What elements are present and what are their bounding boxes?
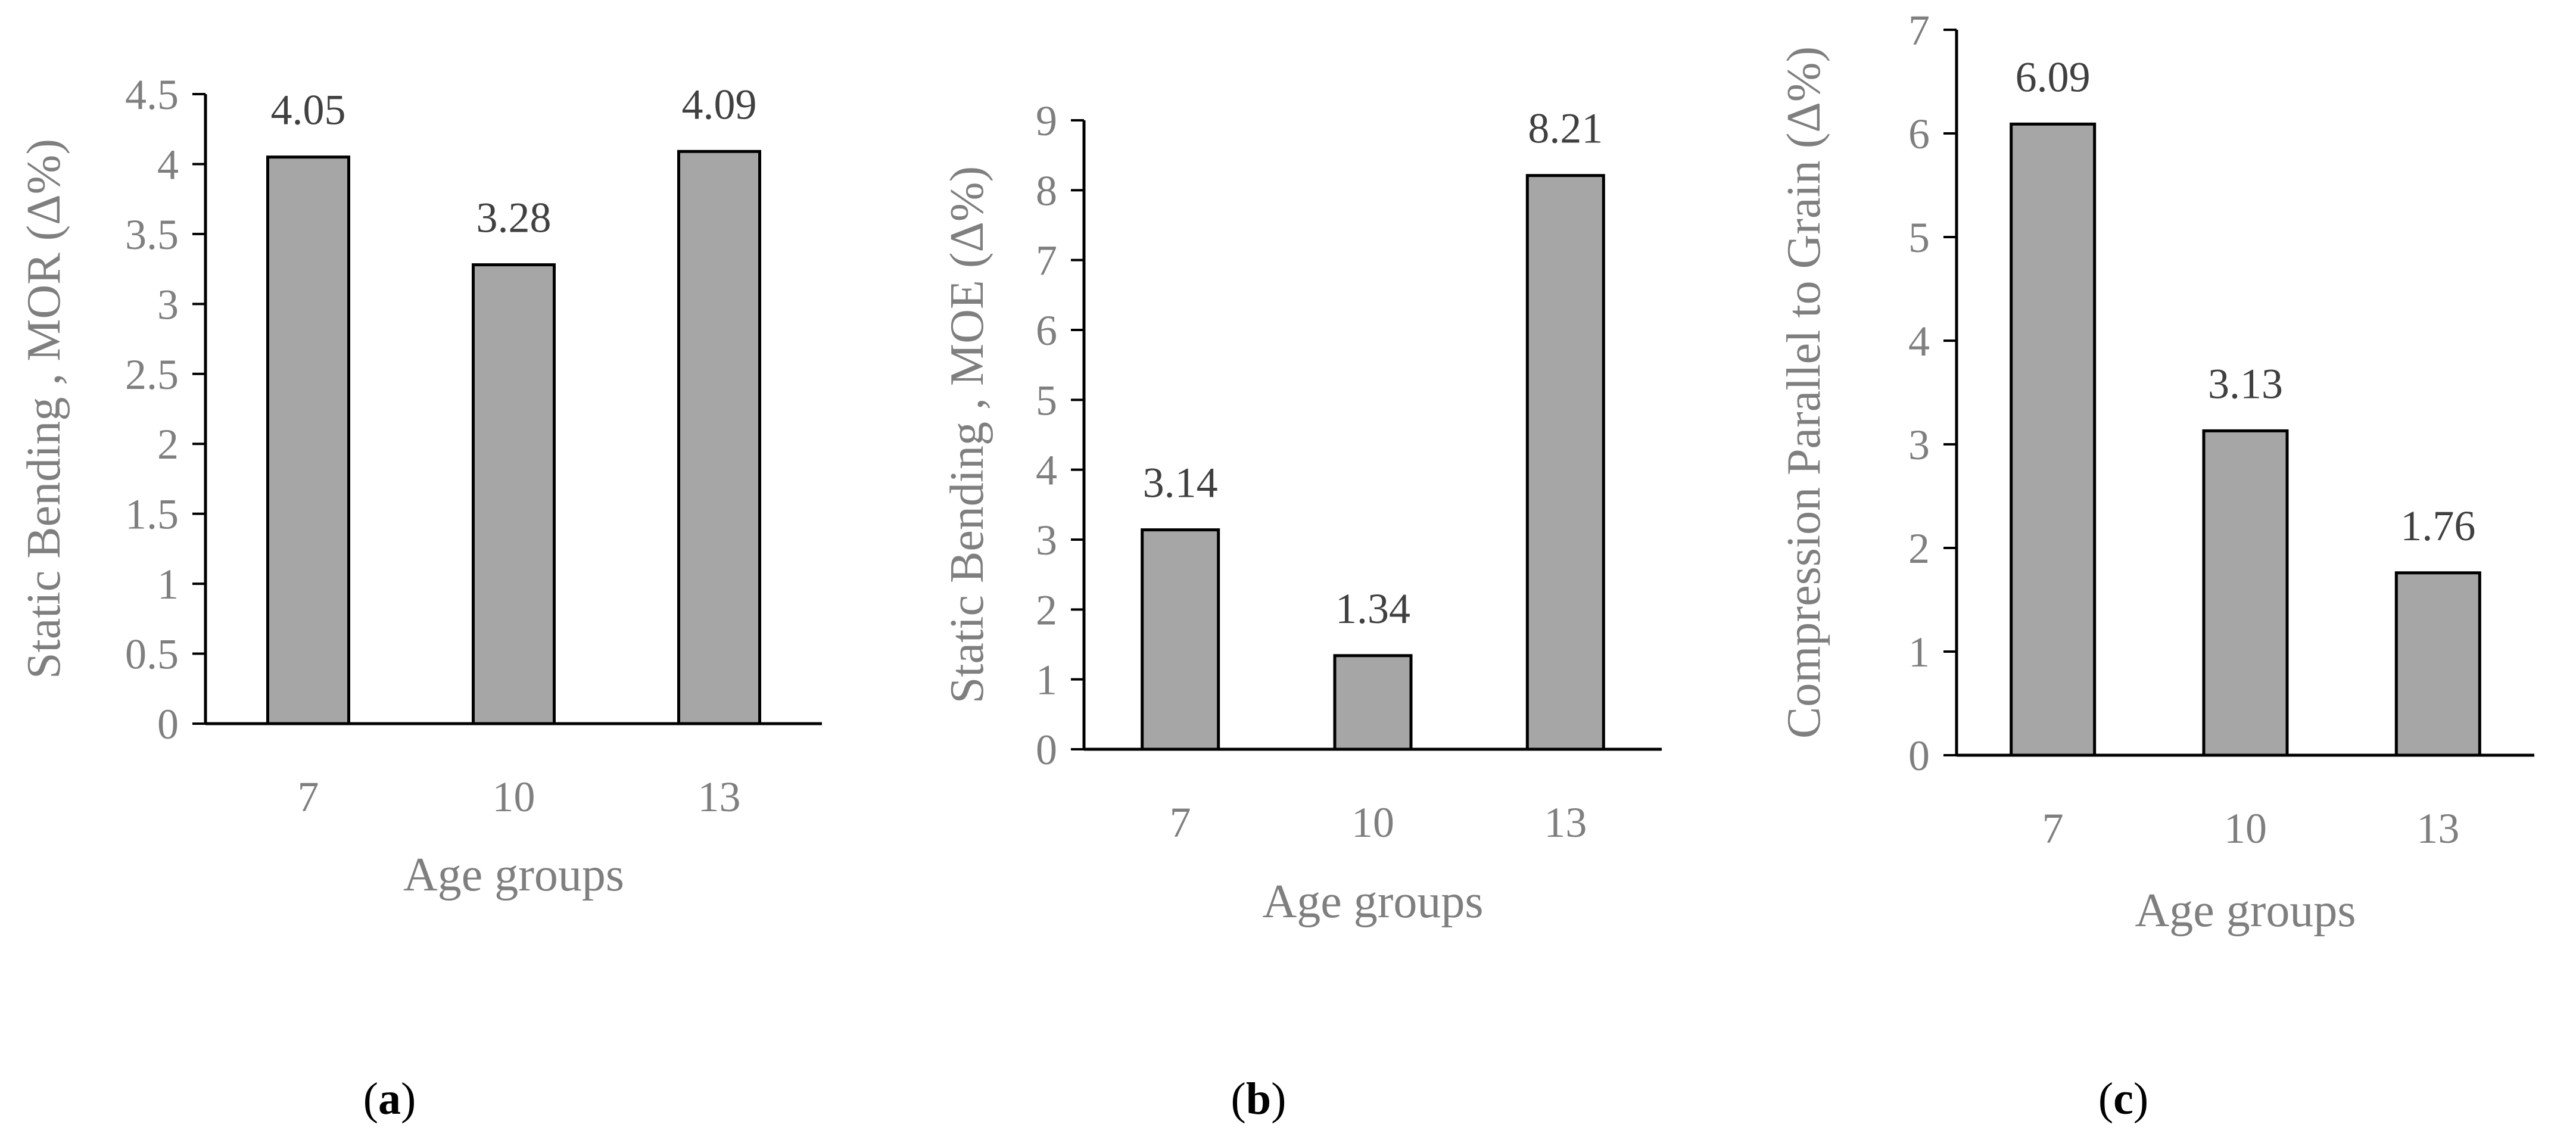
data-label: 4.09 (682, 80, 757, 128)
y-tick-label: 3 (1036, 516, 1057, 564)
x-tick-label: 13 (1544, 799, 1587, 846)
bar-13 (2394, 571, 2481, 757)
y-tick-label: 0.5 (125, 631, 179, 678)
y-tick-label: 6 (1908, 110, 1930, 158)
x-tick-label: 13 (2416, 805, 2459, 852)
bar-13 (677, 149, 761, 725)
data-label: 4.05 (271, 86, 346, 134)
x-axis-title: Age groups (1262, 876, 1483, 928)
y-tick-label: 6 (1036, 307, 1057, 354)
panel-label: (b) (1231, 1074, 1287, 1124)
y-axis-title: Static Bending , MOR (Δ%) (18, 139, 70, 679)
y-tick-label: 4 (1036, 447, 1057, 494)
y-tick-label: 2 (1036, 586, 1057, 634)
x-axis-title: Age groups (403, 849, 624, 901)
bar-10 (2202, 429, 2289, 757)
y-tick-label: 4 (157, 141, 179, 188)
bar-7 (266, 155, 350, 725)
y-tick-label: 7 (1908, 7, 1930, 54)
y-tick-label: 4.5 (125, 71, 179, 119)
y-tick-label: 0 (157, 700, 179, 748)
data-label: 1.34 (1335, 585, 1410, 633)
y-tick-label: 3.5 (125, 211, 179, 258)
y-tick-label: 1 (157, 560, 179, 608)
panel-label: (a) (363, 1074, 416, 1124)
y-tick-label: 0 (1908, 732, 1930, 780)
chart-panel-b: 0 1 2 3 4 5 6 7 8 9 3.14 7 1.34 10 8.21 13 Age groups Sta… (941, 97, 1662, 1124)
y-axis-title: Static Bending , MOE (Δ%) (941, 166, 993, 703)
panel-label-letter: a (378, 1074, 401, 1124)
bar-10 (1333, 654, 1413, 751)
x-tick-label: 13 (698, 773, 741, 821)
y-tick-label: 5 (1908, 214, 1930, 261)
data-label: 3.28 (476, 194, 552, 242)
bar-7 (2010, 122, 2097, 757)
y-tick-label: 4 (1908, 317, 1930, 365)
data-label: 3.14 (1143, 459, 1218, 507)
x-tick-label: 7 (2042, 805, 2064, 852)
y-tick-label: 3 (157, 281, 179, 328)
bar-7 (1141, 528, 1220, 751)
y-tick-label: 0 (1036, 726, 1057, 774)
y-tick-label: 2.5 (125, 351, 179, 398)
chart-panel-c: 0 1 2 3 4 5 6 7 6.09 7 3.13 10 1.76 13 Age groups Compr… (1778, 7, 2534, 1124)
y-tick-label: 8 (1036, 167, 1057, 214)
bar-13 (1525, 174, 1605, 751)
x-tick-label: 10 (1351, 799, 1394, 846)
data-label: 8.21 (1528, 105, 1603, 152)
x-tick-label: 10 (2224, 805, 2267, 852)
y-tick-label: 7 (1036, 237, 1057, 285)
x-tick-label: 7 (1170, 799, 1191, 846)
y-tick-label: 3 (1908, 421, 1930, 469)
y-tick-label: 5 (1036, 376, 1057, 424)
x-tick-label: 10 (493, 773, 535, 821)
panel-label-letter: b (1246, 1074, 1271, 1124)
x-tick-label: 7 (298, 773, 319, 821)
y-tick-label: 1 (1036, 656, 1057, 704)
data-label: 3.13 (2208, 360, 2283, 407)
x-axis-title: Age groups (2135, 884, 2356, 937)
bar-10 (472, 263, 556, 725)
chart-panel-a: 0 0.5 1 1.5 2 2.5 3 3.5 4 4.5 4.05 7 3.28 10 4.09 13 Age… (18, 71, 822, 1124)
y-tick-label: 9 (1036, 97, 1057, 145)
panel-label: (c) (2098, 1074, 2148, 1124)
y-tick-label: 2 (1908, 525, 1930, 572)
y-tick-label: 1.5 (125, 491, 179, 538)
data-label: 6.09 (2016, 53, 2091, 101)
panel-label-letter: c (2113, 1074, 2133, 1124)
y-axis-title: Compression Parallel to Grain (Δ%) (1778, 46, 1830, 739)
y-tick-label: 2 (157, 420, 179, 468)
y-tick-label: 1 (1908, 628, 1930, 676)
data-label: 1.76 (2400, 502, 2475, 550)
